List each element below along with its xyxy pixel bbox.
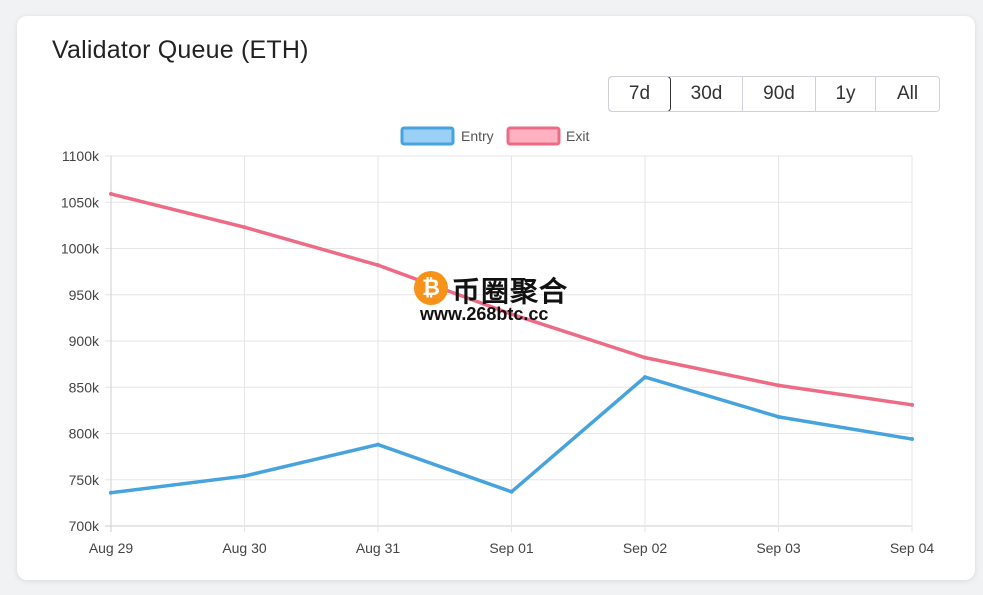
legend-label-entry: Entry <box>461 128 494 144</box>
x-tick-label: Sep 04 <box>890 540 935 556</box>
watermark-url: www.268btc.cc <box>420 304 549 324</box>
x-tick-label: Aug 31 <box>356 540 401 556</box>
legend-swatch-exit <box>506 126 561 146</box>
x-tick-label: Sep 02 <box>623 540 668 556</box>
data-point-exit <box>376 263 380 268</box>
data-point-exit <box>109 191 113 196</box>
y-tick-label: 1050k <box>61 194 100 210</box>
y-tick-label: 850k <box>69 379 100 395</box>
y-tick-label: 800k <box>69 426 100 442</box>
y-tick-label: 1100k <box>62 148 100 164</box>
data-point-entry <box>643 375 647 380</box>
range-selector: 7d 30d 90d 1y All <box>608 76 940 112</box>
data-point-entry <box>109 490 113 495</box>
data-point-exit <box>776 383 781 388</box>
range-90d-button[interactable]: 90d <box>743 77 816 111</box>
x-tick-label: Sep 03 <box>756 540 801 556</box>
data-point-entry <box>509 489 514 494</box>
range-30d-button[interactable]: 30d <box>671 77 743 111</box>
x-tick-label: Sep 01 <box>489 540 534 556</box>
range-all-button[interactable]: All <box>876 77 939 111</box>
y-tick-label: 700k <box>69 518 100 534</box>
x-tick-label: Aug 30 <box>222 540 267 556</box>
x-tick-label: Aug 29 <box>89 540 134 556</box>
y-tick-label: 900k <box>69 333 100 349</box>
legend-swatch-entry <box>400 126 455 146</box>
watermark: ₿ 币圈聚合 www.268btc.cc <box>414 268 584 328</box>
data-point-exit <box>910 402 914 407</box>
data-point-entry <box>376 442 380 447</box>
range-1y-button[interactable]: 1y <box>816 77 876 111</box>
range-7d-button[interactable]: 7d <box>609 77 671 111</box>
y-tick-label: 1000k <box>61 241 100 257</box>
data-point-entry <box>776 414 781 419</box>
data-point-exit <box>242 225 247 230</box>
bitcoin-logo-icon: ₿ <box>414 271 448 305</box>
y-tick-label: 750k <box>69 472 100 488</box>
watermark-brand: 币圈聚合 <box>452 276 569 307</box>
data-point-exit <box>643 355 647 360</box>
data-point-exit <box>509 312 514 317</box>
y-tick-label: 950k <box>69 287 100 303</box>
page-title: Validator Queue (ETH) <box>52 36 309 64</box>
legend-label-exit: Exit <box>566 128 589 144</box>
data-point-entry <box>910 437 914 442</box>
data-point-entry <box>242 474 247 479</box>
